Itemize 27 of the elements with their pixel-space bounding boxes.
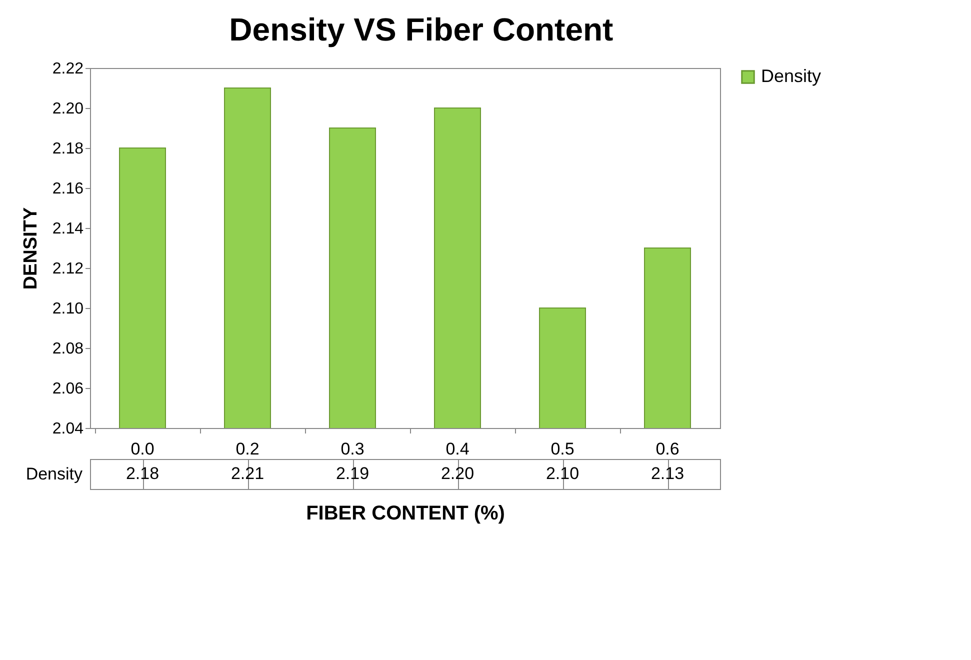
x-tick-label: 0.0 bbox=[130, 440, 154, 458]
y-tick-label: 2.20 bbox=[52, 100, 84, 118]
y-tick-label: 2.12 bbox=[52, 260, 84, 278]
text: Density bbox=[26, 464, 82, 484]
y-tick-label: 2.06 bbox=[52, 380, 84, 398]
data-label: 2.19 bbox=[336, 464, 370, 483]
data-label: 2.20 bbox=[440, 464, 474, 483]
y-tick-label: 2.22 bbox=[52, 60, 84, 78]
x-tick-label: 0.2 bbox=[236, 440, 260, 458]
x-tick-label: 0.6 bbox=[656, 440, 680, 458]
data-label: 2.13 bbox=[650, 464, 684, 483]
data-label: 2.10 bbox=[546, 464, 580, 483]
chart-title: Density VS Fiber Content bbox=[229, 12, 614, 48]
y-tick-label: 2.18 bbox=[52, 140, 84, 158]
x-tick-label: 0.3 bbox=[340, 440, 364, 458]
x-axis-title: FIBER CONTENT (%) bbox=[306, 502, 505, 524]
data-label: 2.18 bbox=[126, 464, 160, 483]
y-axis-title: DENSITY bbox=[20, 207, 42, 290]
legend-label: Density bbox=[761, 66, 822, 86]
y-tick-label: 2.14 bbox=[52, 220, 84, 238]
x-tick-label: 0.5 bbox=[550, 440, 574, 458]
data-label: 2.21 bbox=[230, 464, 264, 483]
y-tick-label: 2.16 bbox=[52, 180, 84, 198]
y-tick-label: 2.04 bbox=[52, 420, 84, 438]
y-tick-label: 2.08 bbox=[52, 340, 84, 358]
x-tick-label: 0.4 bbox=[446, 440, 470, 458]
y-tick-label: 2.10 bbox=[52, 300, 84, 318]
